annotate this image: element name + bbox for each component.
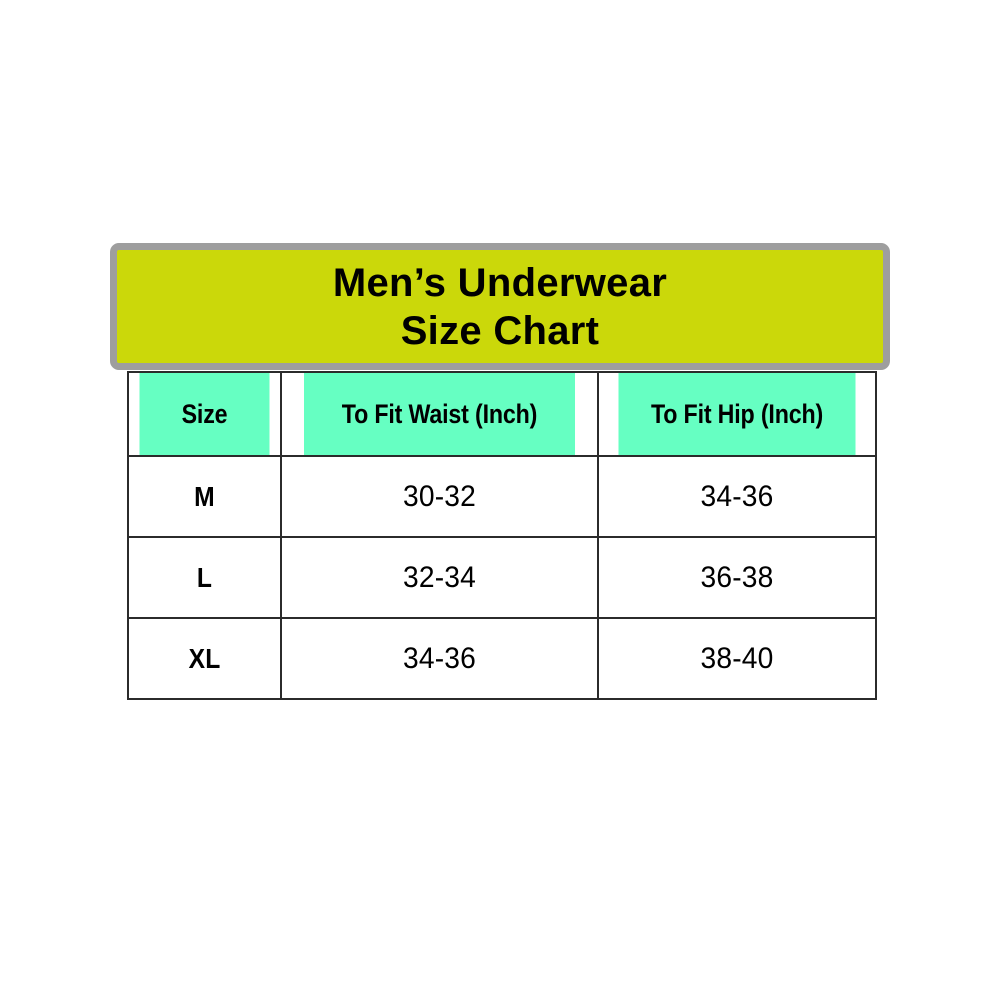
table-header-row: Size To Fit Waist (Inch) To Fit Hip (Inc…: [128, 371, 876, 457]
cell-hip: 38-40: [605, 617, 869, 700]
table-row: M 30-32 34-36: [128, 455, 876, 538]
column-header-waist: To Fit Waist (Inch): [302, 371, 577, 457]
table-row: XL 34-36 38-40: [128, 617, 876, 700]
cell-waist: 34-36: [289, 617, 590, 700]
column-header-hip: To Fit Hip (Inch): [616, 371, 858, 457]
column-header-size: Size: [137, 371, 272, 457]
cell-size: XL: [136, 617, 273, 700]
table-body: M 30-32 34-36 L 32-34 36-38 XL 34-36 38-…: [128, 455, 876, 700]
cell-size: L: [136, 536, 273, 619]
title-line-secondary: Size Chart: [400, 308, 600, 353]
cell-size: M: [136, 455, 273, 538]
title-line-primary: Men’s Underwear: [332, 260, 668, 305]
cell-hip: 36-38: [605, 536, 869, 619]
size-chart-table: Size To Fit Waist (Inch) To Fit Hip (Inc…: [127, 371, 877, 700]
table-header: Size To Fit Waist (Inch) To Fit Hip (Inc…: [128, 371, 876, 457]
title-banner: Men’s Underwear Size Chart: [110, 243, 890, 370]
cell-waist: 30-32: [289, 455, 590, 538]
cell-waist: 32-34: [289, 536, 590, 619]
table-row: L 32-34 36-38: [128, 536, 876, 619]
cell-hip: 34-36: [605, 455, 869, 538]
